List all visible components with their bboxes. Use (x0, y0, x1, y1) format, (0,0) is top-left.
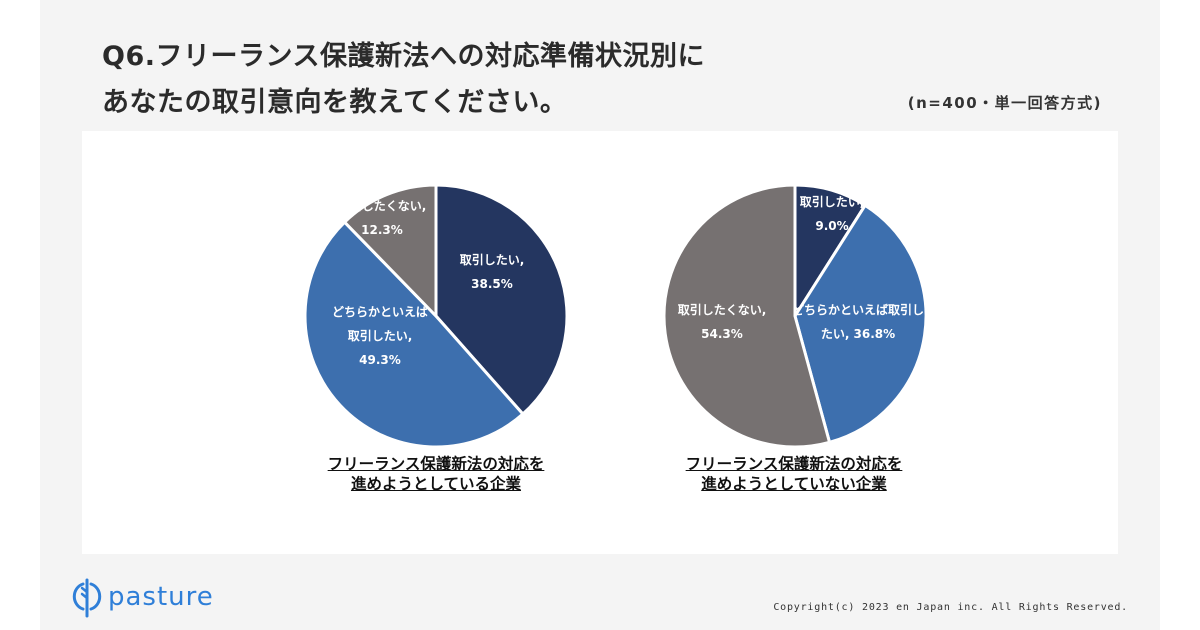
title-line-1: Q6.フリーランス保護新法への対応準備状況別に (102, 41, 705, 72)
pie-chart-2: 取引したい, 9.0% どちらかといえば取引したい, 36.8% 取引したくない, 54… (662, 183, 928, 449)
page-title: Q6.フリーランス保護新法への対応準備状況別に あなたの取引意向を教えてください… (102, 34, 705, 126)
pie-caption-1-line-2: 進めようとしている企業 (350, 475, 522, 493)
pie-1-data-label-3-line-1: 取引したくない, (338, 199, 427, 213)
pie-1-data-label-1-line-2: 38.5% (471, 277, 513, 291)
pie-1-data-label-1-line-1: 取引したい, (460, 253, 525, 267)
copyright-text: Copyright(c) 2023 en Japan inc. All Righ… (773, 602, 1128, 613)
pie-2-data-label-1-line-1: 取引したい, (800, 195, 865, 209)
pie-2-data-label-1: 取引したい, 9.0% (800, 195, 865, 233)
pie-2-data-label-2-line-2: たい, 36.8% (821, 327, 895, 341)
pie-1-data-label-3-line-2: 12.3% (361, 223, 403, 237)
pie-2-data-label-3: 取引したくない, 54.3% (678, 303, 767, 341)
pie-chart-1: 取引したい, 38.5%どちらかといえば取引したい, 49.3%取引したくない, 12… (303, 183, 569, 449)
pie-2-data-label-2: どちらかといえば取引したい, 36.8% (792, 302, 924, 341)
pie-caption-1: フリーランス保護新法の対応を 進めようとしている企業 (286, 454, 586, 494)
pie-2-data-label-3-line-1: 取引したくない, (678, 303, 767, 317)
pie-1-data-label-2: どちらかといえば取引したい, 49.3% (332, 304, 428, 367)
title-line-2: あなたの取引意向を教えてください。 (102, 87, 568, 118)
pasture-logo: pasture (72, 576, 214, 618)
pie-1-slice-2 (303, 220, 525, 449)
pie-caption-2-line-2: 進めようとしていない企業 (701, 475, 887, 493)
pie-caption-2: フリーランス保護新法の対応を 進めようとしていない企業 (644, 454, 944, 494)
pie-1-data-label-2-line-3: 49.3% (359, 353, 401, 367)
pie-1-slice-1 (434, 183, 569, 417)
pie-1-slice-3 (342, 183, 438, 320)
pie-2-slice-3 (662, 183, 832, 449)
pie-2-data-label-2-line-1: どちらかといえば取引し (792, 302, 924, 317)
pie-2-data-label-3-line-2: 54.3% (701, 327, 743, 341)
pie-1-data-label-2-line-2: 取引したい, (348, 329, 413, 343)
pie-caption-2-line-1: フリーランス保護新法の対応を (685, 455, 903, 473)
pie-1-data-label-1: 取引したい, 38.5% (460, 253, 525, 291)
sample-note: (n=400・単一回答方式) (907, 94, 1102, 112)
pie-2-data-label-1-line-2: 9.0% (815, 219, 848, 233)
pie-caption-1-line-1: フリーランス保護新法の対応を (327, 455, 545, 473)
chart-card (82, 131, 1118, 554)
pie-1-data-label-3: 取引したくない, 12.3% (338, 199, 427, 237)
pie-1-data-label-2-line-1: どちらかといえば (332, 304, 428, 319)
leaf-icon (72, 578, 102, 618)
pie-2-slice-2 (793, 203, 928, 445)
brand-name: pasture (108, 582, 214, 612)
